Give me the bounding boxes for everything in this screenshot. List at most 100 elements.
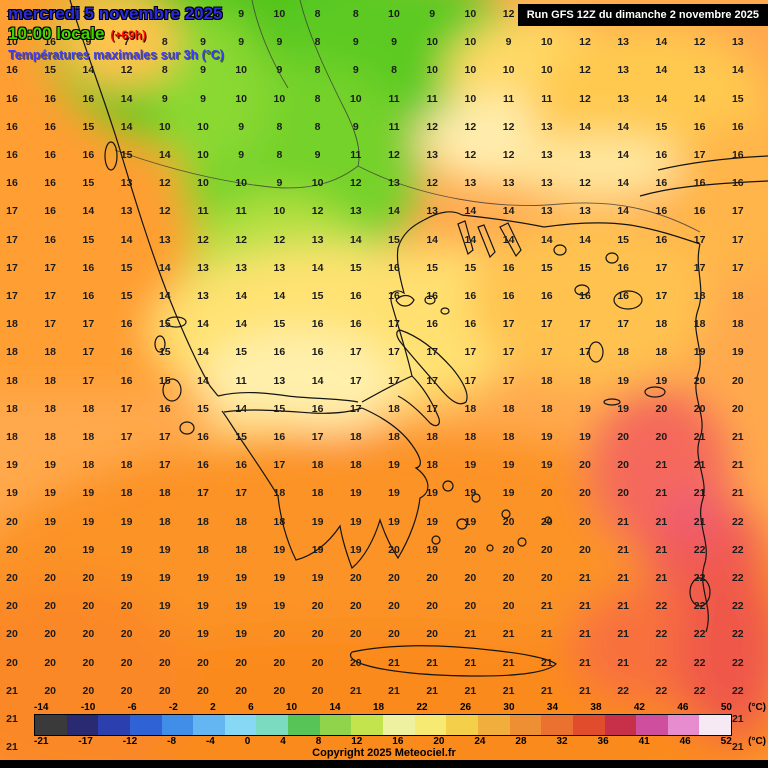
temp-value: 10	[197, 177, 209, 190]
temp-value: 14	[82, 205, 95, 218]
temp-value: 21	[617, 543, 630, 556]
temp-value: 17	[273, 459, 286, 472]
temp-value: 10	[540, 64, 553, 77]
temp-value: 18	[349, 431, 362, 443]
scale-color-cell	[66, 715, 99, 735]
temp-value: 16	[235, 459, 248, 472]
temp-value: 14	[579, 233, 591, 246]
scale-color-cell	[383, 715, 415, 735]
temp-value: 21	[349, 684, 362, 697]
temp-value: 19	[540, 459, 553, 472]
temp-value: 18	[6, 374, 18, 387]
scale-label: 12	[351, 736, 363, 747]
temp-value: 9	[85, 36, 92, 49]
temp-value: 16	[44, 205, 57, 218]
temp-value: 12	[502, 120, 515, 133]
temp-value: 19	[82, 515, 95, 528]
temp-value: 18	[388, 402, 400, 415]
temp-value: 12	[235, 233, 248, 246]
scale-label: 14	[329, 702, 341, 713]
temp-value: 18	[120, 487, 133, 500]
temp-value: 18	[273, 487, 286, 500]
temp-value: 15	[44, 64, 57, 77]
temp-value: 19	[655, 374, 668, 387]
temp-value: 18	[235, 543, 248, 556]
temp-value: 13	[311, 233, 324, 246]
temp-value: 21	[693, 431, 706, 443]
temp-value: 21	[426, 656, 439, 669]
temp-value: 9	[352, 36, 359, 49]
temp-value: 18	[617, 346, 630, 359]
temp-value: 18	[6, 431, 18, 443]
temp-value: 12	[120, 64, 133, 77]
temp-value: 20	[197, 656, 209, 669]
temp-value: 12	[349, 177, 362, 190]
temp-value: 18	[464, 402, 477, 415]
scale-color-cell	[288, 715, 320, 735]
temp-value: 12	[502, 149, 515, 161]
temp-value: 12	[197, 233, 209, 246]
scale-label: 28	[515, 736, 527, 747]
temp-value: 17	[502, 318, 515, 331]
temp-value: 11	[541, 92, 553, 105]
temp-value: 22	[655, 628, 668, 641]
temp-value: 18	[120, 459, 133, 472]
temp-value: 13	[273, 374, 286, 387]
temp-value: 14	[273, 290, 286, 302]
temp-value: 14	[311, 374, 324, 387]
temp-value: 14	[197, 346, 209, 359]
temp-value: 20	[82, 628, 95, 641]
scale-label: 20	[433, 736, 445, 747]
temp-value: 20	[6, 543, 18, 556]
temp-value: 14	[120, 120, 133, 133]
temp-value: 20	[388, 628, 400, 641]
temp-value: 13	[579, 205, 591, 218]
temp-value: 9	[276, 36, 283, 49]
temp-value: 20	[273, 628, 286, 641]
temp-value: 19	[197, 600, 209, 613]
temp-value: 20	[82, 656, 95, 669]
temp-value: 21	[426, 684, 439, 697]
temp-value: 20	[655, 402, 668, 415]
temp-value: 11	[235, 374, 247, 387]
temp-value: 20	[349, 572, 362, 584]
temp-value: 20	[579, 543, 591, 556]
temp-value: 20	[273, 684, 286, 697]
temp-value: 17	[426, 346, 439, 359]
temp-value: 20	[197, 684, 209, 697]
temp-value: 22	[655, 656, 668, 669]
temp-value: 11	[388, 92, 400, 105]
scale-labels-top: -14 -10 -6 -2 2 6 10 14 18 22 26 30 34 38 42 46 50 (°C)	[34, 702, 766, 714]
temp-value: 16	[502, 290, 515, 302]
temp-value: 8	[314, 8, 321, 20]
temp-value: 18	[6, 318, 18, 331]
temp-value: 8	[161, 64, 168, 77]
temp-value: 20	[540, 572, 553, 584]
temp-value: 19	[273, 543, 286, 556]
temp-value: 10	[388, 8, 400, 20]
temp-value: 9	[200, 36, 206, 49]
temp-value: 20	[502, 572, 515, 584]
temp-value: 17	[158, 459, 171, 472]
temp-value: 17	[464, 374, 477, 387]
scale-color-cell	[667, 715, 700, 735]
temp-value: 16	[693, 205, 706, 218]
temp-value: 16	[82, 290, 95, 302]
temp-value: 16	[6, 8, 18, 20]
temp-value: 14	[617, 149, 630, 161]
temp-value: 22	[731, 628, 744, 641]
temp-value: 21	[731, 741, 744, 754]
temp-value: 12	[579, 92, 591, 105]
temp-value: 15	[464, 261, 477, 274]
temp-value: 13	[426, 205, 439, 218]
scale-label: -12	[122, 736, 138, 747]
temp-value: 13	[540, 149, 553, 161]
scale-labels-bottom: -21 -17 -12 -8 -4 0 4 8 12 16 20 24 28 32 36 41 46 52 (°C)	[34, 736, 766, 748]
temp-value: 20	[82, 684, 95, 697]
temp-value: 12	[693, 36, 706, 49]
scale-label: -6	[127, 702, 137, 713]
temp-value: 13	[464, 177, 477, 190]
temp-value: 15	[235, 346, 248, 359]
temp-value: 11	[388, 120, 400, 133]
